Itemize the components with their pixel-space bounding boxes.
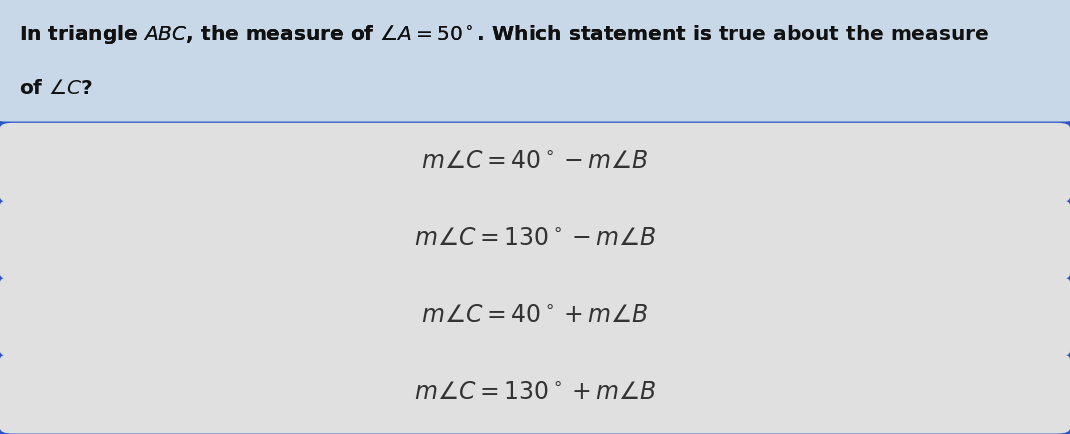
Text: $m\angle C = 130^\circ - m\angle B$: $m\angle C = 130^\circ - m\angle B$ — [414, 228, 656, 251]
FancyBboxPatch shape — [0, 354, 1070, 434]
Text: $m\angle C = 130^\circ + m\angle B$: $m\angle C = 130^\circ + m\angle B$ — [414, 382, 656, 405]
Text: In triangle $\it{ABC}$, the measure of $\angle A = 50^\circ$. Which statement is: In triangle $\it{ABC}$, the measure of $… — [19, 23, 714, 46]
Text: $m\angle C = 40^\circ + m\angle B$: $m\angle C = 40^\circ + m\angle B$ — [422, 305, 648, 328]
Text: In triangle $\it{ABC}$, the measure of $\angle A = 50^\circ$. Which statement is: In triangle $\it{ABC}$, the measure of $… — [19, 23, 990, 46]
Text: $m\angle C = 40^\circ - m\angle B$: $m\angle C = 40^\circ - m\angle B$ — [422, 151, 648, 174]
FancyBboxPatch shape — [0, 123, 1070, 202]
FancyBboxPatch shape — [0, 277, 1070, 356]
FancyBboxPatch shape — [0, 200, 1070, 279]
Text: of $\angle C$?: of $\angle C$? — [19, 79, 93, 98]
FancyBboxPatch shape — [0, 0, 1070, 122]
